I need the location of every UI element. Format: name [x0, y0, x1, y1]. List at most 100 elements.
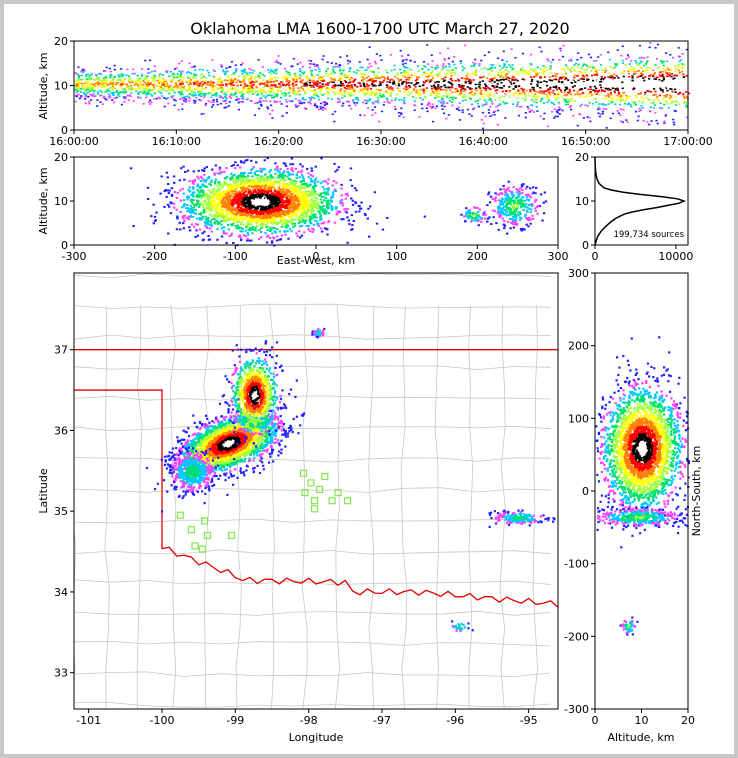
time-height-source: [111, 85, 114, 88]
time-height-source: [341, 82, 344, 85]
east-west-source: [166, 176, 169, 179]
time-height-source: [559, 76, 562, 79]
east-west-source: [210, 181, 213, 184]
time-height-source: [652, 101, 655, 104]
time-height-source: [660, 74, 664, 77]
time-height-source: [96, 93, 100, 95]
time-height-source: [149, 99, 152, 102]
time-height-source: [531, 86, 534, 89]
east-west-source: [248, 211, 251, 214]
time-height-source: [112, 91, 115, 94]
time-height-source: [120, 83, 123, 85]
time-height-source: [349, 86, 352, 89]
time-height-source: [534, 71, 537, 74]
time-height-source: [237, 79, 240, 82]
time-height-source: [607, 81, 611, 84]
time-height-source: [372, 81, 375, 83]
time-height-source: [150, 76, 153, 79]
time-height-source: [189, 79, 193, 81]
time-height-source: [91, 78, 95, 81]
time-height-source: [609, 74, 612, 77]
east-west-source: [251, 175, 254, 178]
time-height-source: [617, 77, 620, 79]
time-height-source: [575, 62, 578, 65]
time-height-source: [397, 90, 401, 93]
time-height-source: [302, 89, 305, 92]
time-height-source: [472, 83, 475, 86]
time-height-source: [619, 82, 622, 84]
time-height-source: [641, 73, 644, 75]
time-height-source: [547, 99, 551, 101]
east-west-source: [173, 191, 177, 194]
time-height-source: [188, 87, 191, 89]
time-height-source: [595, 87, 598, 90]
time-height-source: [398, 84, 401, 87]
time-height-source: [609, 79, 612, 82]
time-height-source: [402, 59, 405, 61]
time-height-source: [651, 74, 655, 77]
time-height-source: [171, 89, 174, 91]
time-height-source: [545, 93, 548, 96]
time-height-source: [537, 95, 540, 98]
time-height-source: [227, 75, 230, 78]
time-height-source: [602, 69, 605, 71]
time-height-source: [549, 86, 552, 89]
time-height-source: [442, 88, 445, 91]
time-height-source: [332, 87, 336, 90]
east-west-source: [245, 178, 249, 181]
time-height-source: [658, 73, 661, 76]
time-height-source: [343, 92, 346, 94]
time-height-source: [183, 97, 186, 100]
time-height-source: [269, 76, 272, 79]
time-height-source: [535, 101, 538, 104]
time-height-source: [539, 100, 542, 102]
time-height-source: [568, 100, 571, 103]
east-west-source: [299, 184, 302, 187]
time-height-source: [369, 94, 372, 96]
time-height-source: [640, 102, 644, 104]
time-height-source: [519, 92, 522, 95]
time-height-source: [309, 62, 312, 65]
time-height-source: [323, 93, 327, 95]
time-height-source: [593, 89, 596, 92]
time-height-source: [363, 73, 367, 76]
time-height-source: [509, 66, 512, 68]
time-height-y-tick-label: 20: [54, 35, 68, 48]
time-height-source: [632, 87, 636, 90]
time-height-source: [676, 101, 679, 103]
time-height-source: [344, 74, 347, 76]
time-height-source: [623, 100, 626, 102]
time-height-source: [166, 96, 170, 99]
time-height-source: [365, 88, 368, 90]
time-height-source: [493, 66, 496, 69]
time-height-source: [87, 95, 90, 98]
time-height-source: [635, 83, 639, 86]
east-west-source: [188, 180, 191, 183]
time-height-source: [500, 72, 503, 75]
time-height-source: [247, 78, 250, 80]
east-west-source: [210, 203, 214, 206]
time-height-source: [241, 79, 245, 82]
time-height-source: [231, 81, 234, 84]
time-height-source: [477, 105, 480, 108]
east-west-source: [295, 208, 299, 211]
time-height-source: [117, 74, 120, 76]
time-height-source: [553, 108, 557, 111]
time-height-source: [665, 83, 668, 85]
time-height-source: [326, 84, 329, 86]
east-west-source: [281, 173, 284, 176]
time-height-source: [586, 116, 589, 118]
time-height-source: [657, 66, 661, 68]
time-height-source: [269, 90, 273, 92]
time-height-source: [682, 93, 685, 95]
time-height-source: [144, 59, 147, 62]
east-west-source: [274, 216, 277, 219]
time-height-source: [598, 115, 601, 118]
time-height-source: [655, 57, 659, 60]
time-height-source: [291, 83, 294, 86]
time-height-source: [294, 98, 297, 100]
time-height-source: [230, 80, 234, 83]
time-height-source: [358, 69, 361, 72]
time-height-source: [580, 66, 583, 69]
time-height-source: [332, 68, 335, 71]
